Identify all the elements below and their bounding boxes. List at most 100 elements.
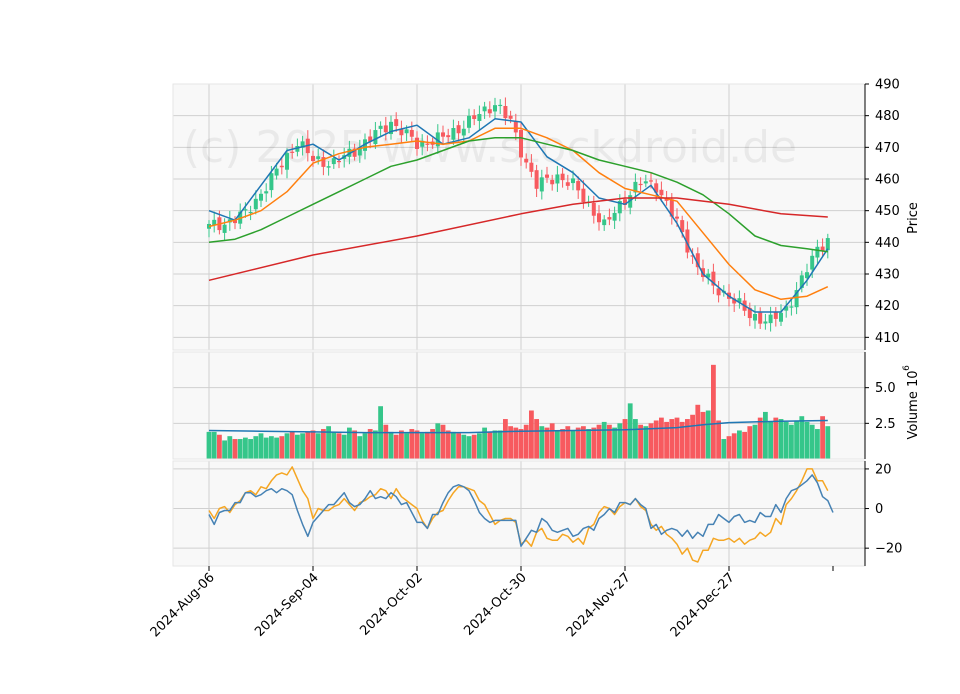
candle-down — [581, 188, 586, 203]
volume-bar — [570, 430, 576, 459]
candle-up — [222, 224, 227, 233]
volume-bar — [695, 404, 701, 459]
volume-bar — [399, 430, 404, 459]
volume-bar — [518, 429, 524, 459]
candle-up — [477, 114, 482, 121]
candle-down — [758, 312, 763, 324]
volume-bar — [461, 434, 467, 459]
osc_blue-line — [208, 474, 834, 547]
volume-bar — [674, 417, 680, 459]
candle-up — [331, 158, 336, 165]
candle-up — [212, 219, 217, 226]
volume-bar — [794, 420, 799, 459]
candle-down — [446, 135, 451, 138]
volume-bar — [653, 420, 659, 459]
volume-bar — [477, 433, 482, 459]
candle-down — [503, 106, 508, 119]
candle-up — [794, 290, 799, 308]
price-y-tick-label: 410 — [875, 331, 900, 346]
volume-bar — [253, 436, 259, 459]
volume-bar — [679, 421, 685, 459]
candle-up — [815, 246, 820, 258]
candle-up — [264, 191, 269, 194]
candle-up — [753, 313, 757, 321]
osc-y-tick-label: −20 — [875, 542, 902, 557]
volume-bar — [336, 433, 342, 459]
volume-bar — [404, 433, 409, 459]
volume-bar — [435, 423, 441, 459]
volume-bar — [612, 427, 617, 459]
volume-bar — [315, 433, 321, 459]
candle-up — [612, 212, 617, 221]
volume-bar — [492, 430, 498, 459]
candle-up — [825, 238, 830, 251]
volume-axis-label: Volume 10 — [906, 370, 921, 439]
candle-down — [711, 271, 716, 286]
volume-bar — [409, 429, 415, 459]
volume-bar — [222, 440, 227, 459]
volume-bar — [789, 424, 794, 459]
volume-bar — [513, 427, 519, 459]
osc-y-tick-label: 20 — [875, 462, 892, 477]
x-tick-label: 2024-Aug-06 — [148, 570, 218, 640]
candle-down — [513, 121, 518, 133]
volume-bar — [388, 431, 394, 459]
price-ma_trend-line — [208, 197, 828, 282]
volume-bar — [773, 417, 779, 459]
volume-bar — [508, 426, 513, 459]
candle-down — [409, 129, 414, 137]
candle-down — [529, 162, 534, 172]
candle-up — [248, 211, 253, 214]
volume-bar — [440, 424, 446, 459]
volume-bar — [367, 429, 373, 459]
candle-up — [643, 181, 648, 184]
x-tick-label: 2024-Oct-02 — [357, 570, 425, 638]
candle-up — [461, 128, 466, 136]
volume-bar — [529, 410, 534, 459]
volume-bar — [659, 417, 664, 459]
price-y-tick-label: 480 — [875, 109, 900, 124]
volume-bar — [643, 426, 649, 459]
volume-bar — [716, 420, 721, 459]
volume-bar — [451, 431, 456, 459]
marks-layer — [206, 97, 834, 563]
volume-bar — [295, 434, 300, 459]
candle-down — [290, 151, 295, 153]
candle-up — [326, 166, 331, 168]
candle-up — [779, 312, 783, 322]
volume-bar — [263, 437, 269, 459]
candle-up — [706, 273, 711, 278]
candle-up — [539, 177, 544, 192]
volume-bar — [362, 433, 368, 459]
volume-bar — [227, 436, 233, 459]
price-y-tick-label: 470 — [875, 141, 900, 156]
candle-down — [638, 183, 643, 186]
volume-bar — [627, 403, 633, 459]
volume-bar — [466, 436, 472, 459]
candle-down — [695, 253, 700, 268]
volume-bar — [206, 431, 212, 459]
candle-down — [233, 220, 237, 224]
volume-bar — [711, 364, 716, 459]
volume-bar — [731, 433, 737, 459]
volume-bar — [383, 424, 389, 459]
volume-bar — [487, 431, 493, 459]
candle-down — [597, 213, 601, 223]
volume-bar — [393, 434, 399, 459]
candle-up — [259, 193, 263, 201]
price-ma_short-line — [208, 118, 829, 313]
volume-y-tick-label: 2.5 — [875, 417, 896, 432]
volume-bar — [232, 439, 238, 459]
candle-down — [591, 202, 596, 216]
candle-up — [810, 255, 815, 270]
volume-bar — [331, 431, 337, 459]
candle-down — [675, 216, 679, 219]
volume-bar — [799, 416, 805, 459]
volume-bar — [352, 430, 357, 459]
volume-bar — [482, 427, 487, 459]
volume-bar — [596, 424, 602, 459]
candle-down — [649, 180, 653, 182]
volume-bar — [373, 430, 378, 459]
candle-down — [690, 255, 695, 257]
candle-down — [545, 174, 549, 178]
